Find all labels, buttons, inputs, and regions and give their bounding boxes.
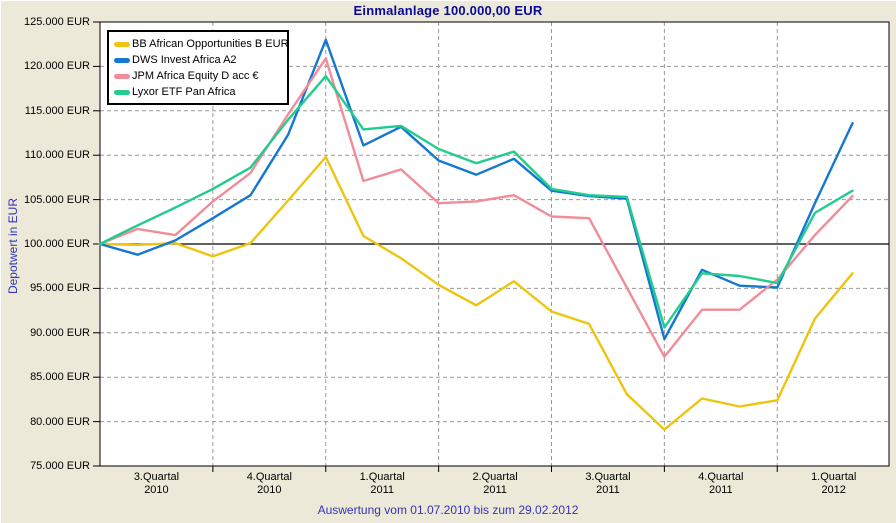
x-tick-label: 4.Quartal 2010 [246,471,292,496]
chart-caption: Auswertung vom 01.07.2010 bis zum 29.02.… [317,503,579,517]
legend-item: JPM Africa Equity D acc € [114,68,287,84]
legend: BB African Opportunities B EUR DWS Invest… [107,30,289,105]
legend-item: BB African Opportunities B EUR [114,36,289,52]
legend-rows: BB African Opportunities B EUR DWS Invest… [114,36,289,100]
y-tick-label: 85.000 EUR [30,371,90,384]
x-tick-label: 2.Quartal 2011 [472,471,518,496]
series-line-lyxor-etf-pan-africa [98,74,854,329]
y-tick-label: 110.000 EUR [24,149,90,162]
legend-label: Lyxor ETF Pan Africa [132,86,236,98]
series-line-jpm-africa-equity-d-acc [98,57,854,358]
legend-item: Lyxor ETF Pan Africa [114,84,287,100]
y-tick-label: 120.000 EUR [23,60,90,73]
x-tick-label: 1.Quartal 2012 [811,471,857,496]
x-tick-label: 3.Quartal 2011 [585,471,631,496]
y-tick-label: 75.000 EUR [30,460,90,472]
y-tick-label: 90.000 EUR [30,326,90,339]
series-line-bb-african-opportunities-b-eur [98,155,854,431]
x-tick-label: 3.Quartal 2010 [133,471,180,496]
y-tick-label: 95.000 EUR [30,282,90,295]
legend-swatch-icon [114,57,130,63]
chart-title: Einmalanlage 100.000,00 EUR [353,3,543,18]
x-tick-label: 1.Quartal 2011 [359,471,405,496]
legend-item: DWS Invest Africa A2 [114,52,287,68]
y-tick-label: 100.000 EUR [23,238,90,250]
y-tick-label: 125.000 EUR [23,16,90,28]
legend-swatch-icon [114,41,130,47]
legend-swatch-icon [114,73,130,79]
series-line-dws-invest-africa-a2 [98,38,854,341]
y-tick-label: 105.000 EUR [23,193,90,206]
legend-label: JPM Africa Equity D acc € [132,70,259,82]
legend-label: BB African Opportunities B EUR [132,38,289,50]
legend-label: DWS Invest Africa A2 [132,54,237,66]
x-tick-label: 4.Quartal 2011 [698,471,744,496]
legend-swatch-icon [114,89,130,95]
y-tick-label: 80.000 EUR [30,415,90,428]
y-tick-label: 115.000 EUR [24,104,90,117]
